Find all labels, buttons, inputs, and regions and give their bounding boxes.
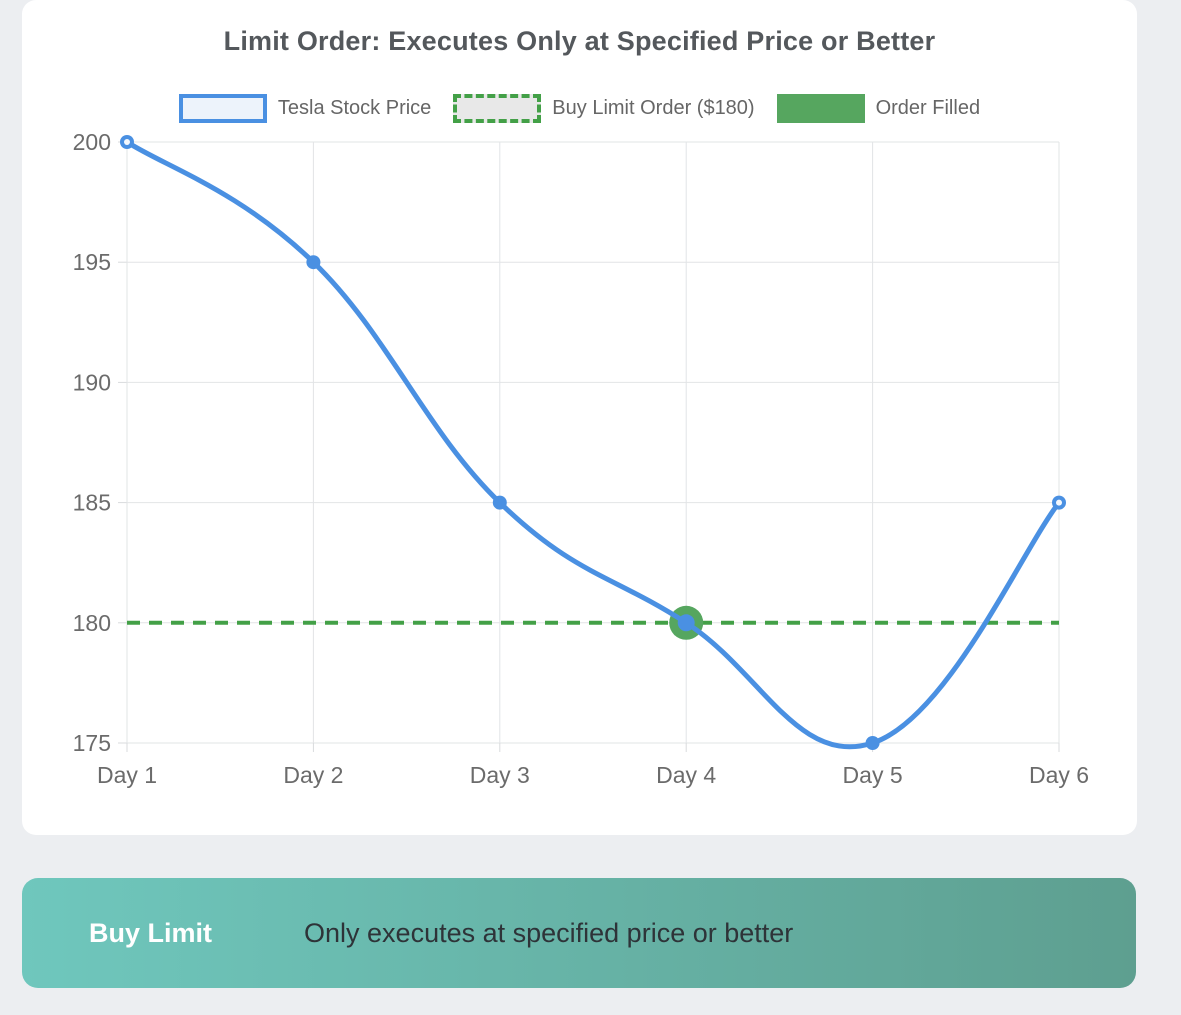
legend-swatch-price xyxy=(178,94,267,123)
legend-swatch-limit xyxy=(453,94,542,123)
legend-label-filled: Order Filled xyxy=(875,97,981,119)
data-point-center-highlight xyxy=(124,139,130,145)
x-tick-label: Day 5 xyxy=(843,762,903,788)
y-tick-label: 190 xyxy=(73,369,111,395)
legend-label-limit: Buy Limit Order ($180) xyxy=(552,97,755,119)
y-tick-label: 175 xyxy=(73,730,111,756)
legend-swatch-filled xyxy=(776,94,865,123)
chart-card: Limit Order: Executes Only at Specified … xyxy=(22,0,1137,835)
x-tick-label: Day 6 xyxy=(1029,762,1089,788)
chart-svg: 175 180 185 190 195 200 Day 1 Day 2 Day 3 Day 4 Da… xyxy=(73,129,1089,788)
y-tick-label: 180 xyxy=(73,610,111,636)
y-tick-label: 185 xyxy=(73,490,111,516)
chart-legend: Tesla Stock Price Buy Limit Order ($180)… xyxy=(22,94,1137,123)
order-description: Only executes at specified price or bett… xyxy=(304,917,794,948)
data-point-day-5[interactable] xyxy=(865,736,880,750)
legend-label-price: Tesla Stock Price xyxy=(277,97,432,119)
data-point-day-2[interactable] xyxy=(306,255,321,270)
chart-title: Limit Order: Executes Only at Specified … xyxy=(223,26,936,56)
price-line xyxy=(124,139,1062,750)
order-type-label: Buy Limit xyxy=(89,917,213,948)
data-point-day-4[interactable] xyxy=(677,614,695,632)
legend-item-tesla-stock-price[interactable]: Tesla Stock Price xyxy=(178,94,432,123)
data-point-day-3[interactable] xyxy=(492,495,507,510)
summary-banner: Buy Limit Only executes at specified pri… xyxy=(22,878,1136,988)
y-tick-label: 200 xyxy=(73,129,111,155)
x-tick-label: Day 2 xyxy=(283,762,343,788)
x-tick-label: Day 3 xyxy=(470,762,530,788)
legend-item-buy-limit-order[interactable]: Buy Limit Order ($180) xyxy=(453,94,755,123)
x-tick-label: Day 1 xyxy=(97,762,157,788)
data-point-center-highlight xyxy=(1056,499,1062,506)
y-tick-label: 195 xyxy=(73,249,111,275)
legend-item-order-filled[interactable]: Order Filled xyxy=(776,94,981,123)
x-tick-label: Day 4 xyxy=(656,762,716,788)
